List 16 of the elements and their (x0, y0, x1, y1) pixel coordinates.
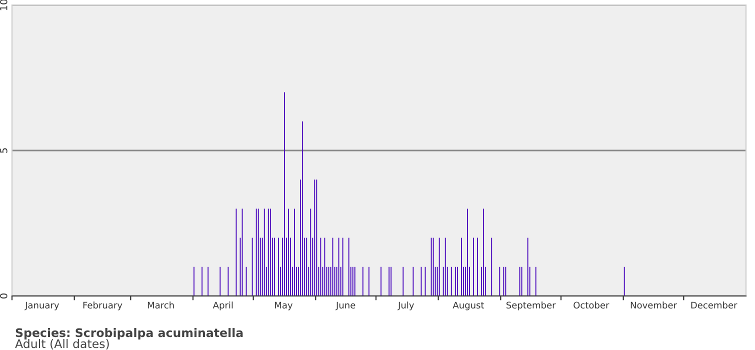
x-tick-label: February (83, 302, 122, 310)
x-tick-label: July (398, 302, 414, 310)
x-tick-label: April (212, 302, 233, 310)
x-tick-label: May (275, 302, 293, 310)
x-tick-label: October (574, 302, 610, 309)
x-tick-label: August (452, 302, 484, 310)
x-tick-label: September (506, 302, 556, 310)
x-tick-label: June (336, 302, 356, 310)
x-tick-label: November (630, 302, 677, 309)
x-tick-label: March (148, 302, 174, 309)
x-tick-label: December (691, 302, 738, 309)
text: Species: Scrobipalpa acuminatella (16, 328, 243, 340)
y-tick-label: 0 (0, 294, 8, 298)
x-tick-label: January (24, 302, 60, 310)
y-tick-label: 5 (0, 148, 8, 153)
text: Adult (All dates) (15, 339, 109, 350)
